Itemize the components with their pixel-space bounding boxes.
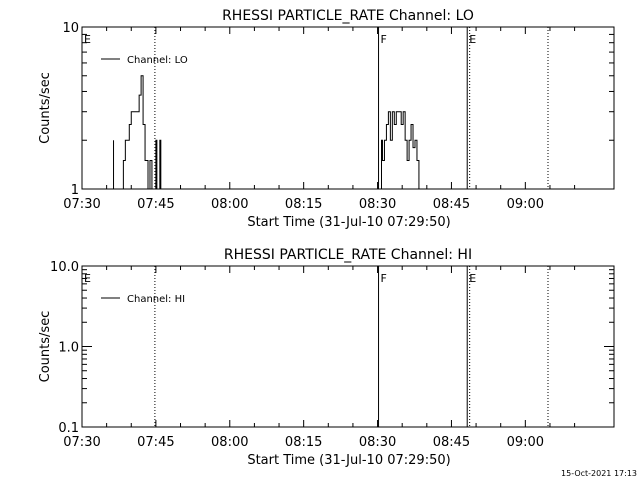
- hi-x-tick-label: 08:15: [285, 435, 322, 450]
- lo-event-marker-label: E: [469, 33, 476, 46]
- footer-timestamp: 15-Oct-2021 17:13: [561, 469, 637, 478]
- lo-x-tick-label: 07:30: [63, 197, 100, 212]
- lo-y-axis-label: Counts/sec: [38, 72, 53, 144]
- hi-x-tick-label: 08:45: [433, 435, 470, 450]
- lo-x-tick-label: 07:45: [137, 197, 174, 212]
- lo-y-tick-label: 10: [62, 21, 79, 36]
- hi-y-axis-label: Counts/sec: [38, 311, 53, 383]
- lo-legend-label: Channel: LO: [127, 55, 188, 66]
- lo-plot-frame: [81, 26, 615, 190]
- hi-x-tick-label: 08:30: [359, 435, 396, 450]
- hi-legend-label: Channel: HI: [127, 294, 185, 305]
- hi-y-tick-label: 0.1: [58, 421, 79, 436]
- lo-y-tick-label: 1: [71, 183, 79, 198]
- hi-event-marker-label: E: [84, 272, 91, 285]
- lo-series-line: [111, 75, 423, 190]
- lo-x-tick-label: 08:30: [359, 197, 396, 212]
- hi-x-tick-label: 07:45: [137, 435, 174, 450]
- hi-y-tick-label: 10.0: [50, 260, 79, 275]
- hi-x-tick-label: 08:00: [211, 435, 248, 450]
- hi-x-tick-label: 09:00: [507, 435, 544, 450]
- lo-event-marker-label: F: [381, 33, 387, 46]
- hi-chart-title: RHESSI PARTICLE_RATE Channel: HI: [224, 247, 472, 263]
- lo-chart-title: RHESSI PARTICLE_RATE Channel: LO: [222, 8, 474, 24]
- chart-lo-panel: RHESSI PARTICLE_RATE Channel: LO Start Ti…: [38, 8, 615, 230]
- chart-hi-panel: RHESSI PARTICLE_RATE Channel: HI Start Ti…: [38, 247, 615, 468]
- hi-plot-frame: [81, 265, 615, 428]
- hi-x-tick-label: 07:30: [63, 435, 100, 450]
- hi-y-tick-label: 1.0: [58, 341, 79, 356]
- lo-x-axis-label: Start Time (31-Jul-10 07:29:50): [247, 215, 450, 230]
- hi-event-marker-label: F: [381, 272, 387, 285]
- lo-x-tick-label: 08:15: [285, 197, 322, 212]
- lo-x-tick-label: 08:00: [211, 197, 248, 212]
- hi-x-axis-label: Start Time (31-Jul-10 07:29:50): [247, 453, 450, 468]
- lo-x-tick-label: 09:00: [507, 197, 544, 212]
- hi-event-marker-label: E: [469, 272, 476, 285]
- lo-event-marker-label: E: [84, 33, 91, 46]
- lo-x-tick-label: 08:45: [433, 197, 470, 212]
